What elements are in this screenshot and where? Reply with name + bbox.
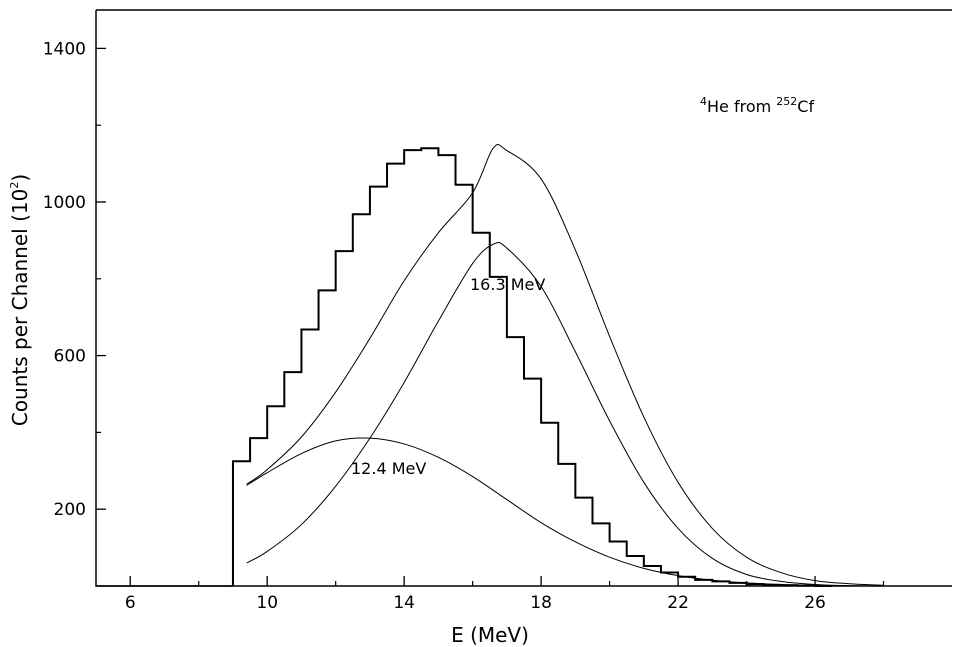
y-axis-title-exponent: 2 [8, 182, 21, 189]
tick-labels: 6 10 14 18 22 26 200 600 1000 1400 [43, 39, 826, 613]
histogram-steps [231, 147, 833, 587]
plot-frame [95, 9, 952, 587]
total-fit-curve [246, 144, 884, 586]
x-tick-label: 6 [125, 593, 136, 613]
y-axis-title-main: Counts per Channel (10 [8, 189, 32, 426]
plot-label-mass-number: 4 [700, 95, 707, 108]
peak-label-16-3: 16.3 MeV [470, 275, 545, 294]
x-tick-label: 18 [530, 593, 552, 613]
x-tick-label: 14 [393, 593, 415, 613]
component-curve-12-4 [246, 437, 816, 586]
y-tick-label: 200 [54, 500, 86, 520]
component-curve-16-3 [246, 241, 884, 587]
plot-label-element: Cf [797, 97, 814, 116]
series-lines [246, 144, 884, 587]
plot-label: 4He from 252Cf [700, 95, 814, 116]
x-tick-label: 26 [804, 593, 826, 613]
y-axis-title-close: ) [8, 174, 32, 182]
plot-label-mass-number-2: 252 [776, 95, 797, 108]
histogram [96, 147, 833, 587]
plot-label-text: He from [707, 97, 776, 116]
x-tick-label: 22 [667, 593, 689, 613]
x-axis-title: E (MeV) [451, 623, 529, 647]
y-axis-title: Counts per Channel (102) [8, 174, 32, 426]
y-tick-label: 1000 [43, 193, 86, 213]
axis-ticks [96, 47, 885, 586]
y-tick-label: 1400 [43, 39, 86, 59]
x-tick-label: 10 [256, 593, 278, 613]
y-tick-label: 600 [54, 347, 86, 367]
peak-label-12-4: 12.4 MeV [351, 459, 426, 478]
